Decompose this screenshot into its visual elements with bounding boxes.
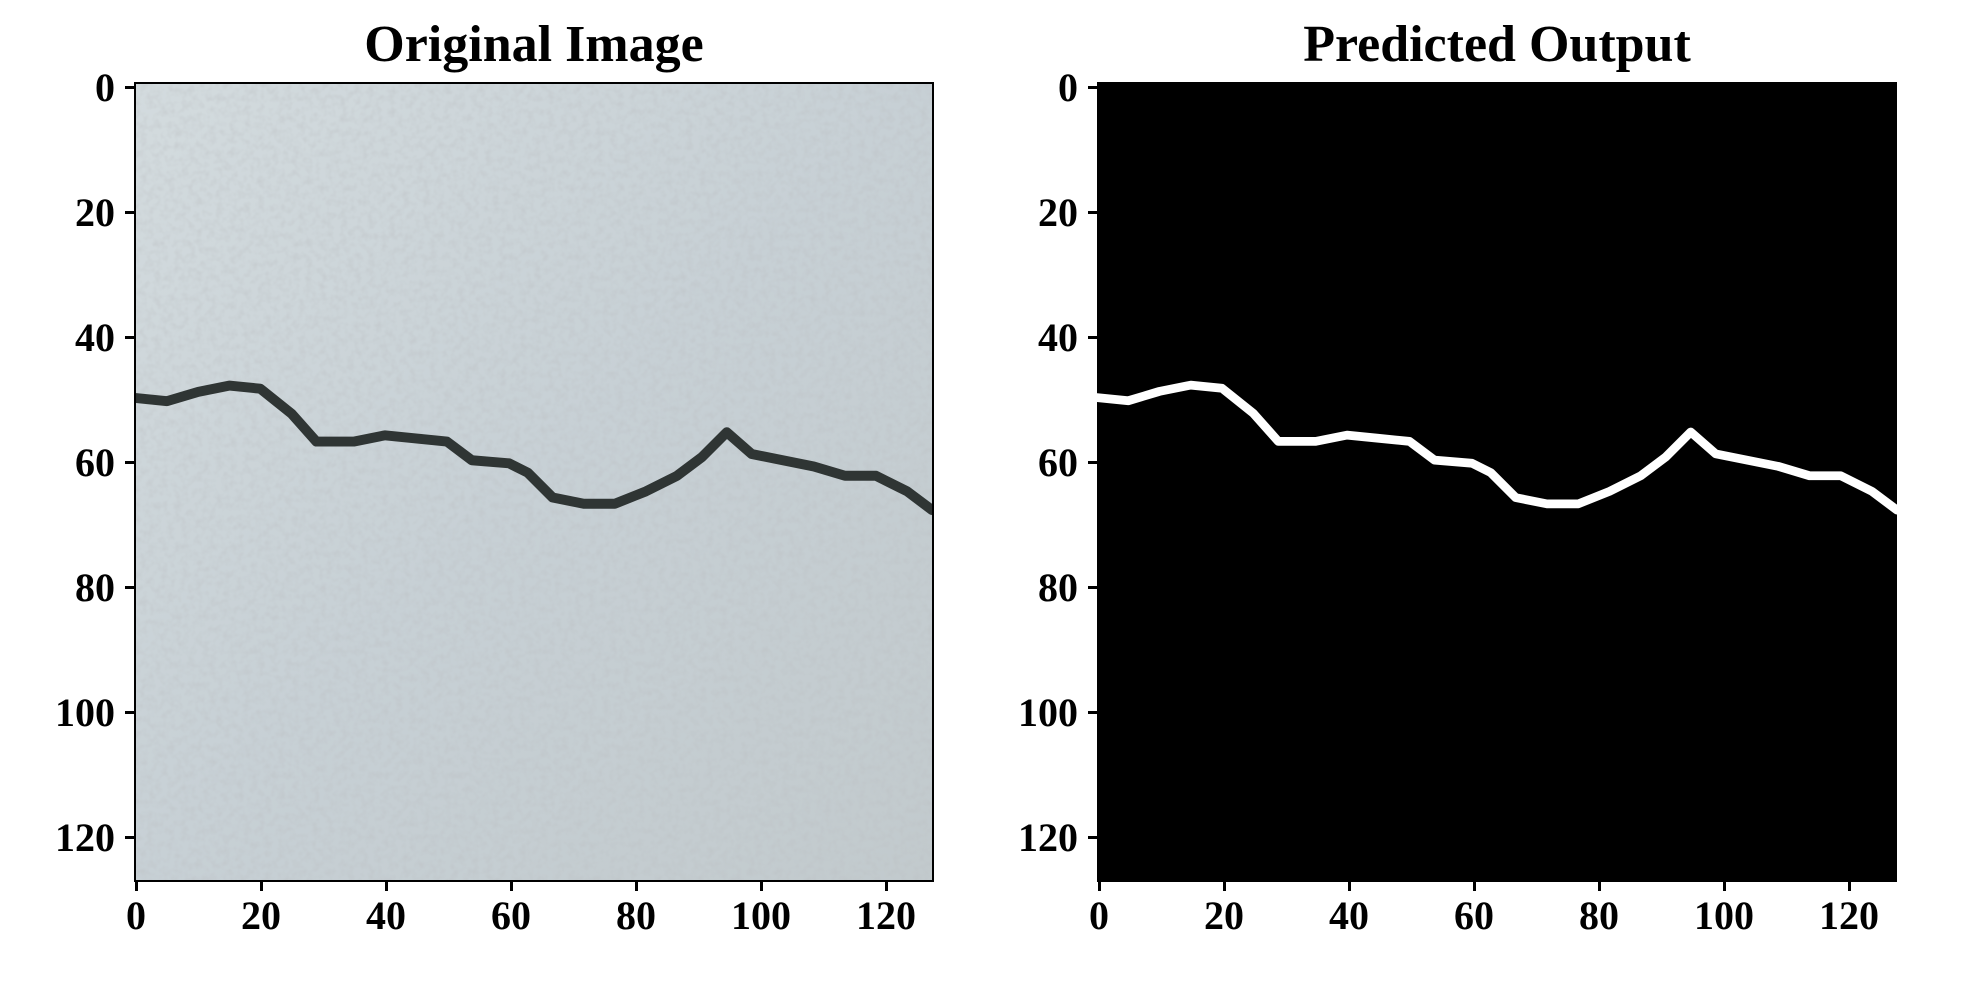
x-tick-mark xyxy=(385,882,388,891)
y-tick-mark xyxy=(125,461,134,464)
x-tick-label: 100 xyxy=(1694,893,1754,938)
x-tick-mark xyxy=(260,882,263,891)
crack-line xyxy=(136,380,932,515)
y-tick-label: 120 xyxy=(55,815,115,860)
x-tick-label: 80 xyxy=(1579,893,1619,938)
y-tick-mark xyxy=(125,711,134,714)
x-tick-label: 20 xyxy=(1204,893,1244,938)
x-tick-label: 80 xyxy=(616,893,656,938)
x-tick-label: 40 xyxy=(366,893,406,938)
y-tick-label: 20 xyxy=(75,190,115,235)
y-tick-label: 40 xyxy=(75,315,115,360)
panel-title-original: Original Image xyxy=(364,16,704,73)
y-tick-mark xyxy=(125,211,134,214)
y-tick-mark xyxy=(1088,586,1097,589)
y-tick-mark xyxy=(1088,461,1097,464)
y-tick-mark xyxy=(125,86,134,89)
y-tick-mark xyxy=(125,336,134,339)
y-tick-label: 40 xyxy=(1038,315,1078,360)
y-tick-label: 60 xyxy=(1038,440,1078,485)
x-tick-label: 20 xyxy=(241,893,281,938)
y-tick-label: 80 xyxy=(75,565,115,610)
crack-mask-line xyxy=(1097,380,1897,515)
y-tick-mark xyxy=(1088,336,1097,339)
y-tick-label: 80 xyxy=(1038,565,1078,610)
y-tick-label: 0 xyxy=(95,65,115,110)
x-tick-mark xyxy=(760,882,763,891)
y-tick-label: 60 xyxy=(75,440,115,485)
x-tick-label: 60 xyxy=(1454,893,1494,938)
y-tick-mark xyxy=(1088,211,1097,214)
x-tick-mark xyxy=(1223,882,1226,891)
y-tick-mark xyxy=(1088,711,1097,714)
x-tick-mark xyxy=(885,882,888,891)
y-tick-label: 0 xyxy=(1058,65,1078,110)
x-tick-mark xyxy=(1723,882,1726,891)
x-tick-mark xyxy=(1098,882,1101,891)
x-tick-label: 120 xyxy=(856,893,916,938)
x-tick-label: 40 xyxy=(1329,893,1369,938)
x-tick-label: 100 xyxy=(731,893,791,938)
predicted-mask xyxy=(1097,82,1897,882)
y-tick-mark xyxy=(1088,836,1097,839)
y-tick-label: 120 xyxy=(1018,815,1078,860)
panel-title-predicted: Predicted Output xyxy=(1303,16,1691,73)
x-tick-mark xyxy=(135,882,138,891)
y-tick-mark xyxy=(125,586,134,589)
original-image xyxy=(134,82,934,882)
y-tick-mark xyxy=(1088,86,1097,89)
x-tick-label: 60 xyxy=(491,893,531,938)
x-tick-label: 0 xyxy=(1089,893,1109,938)
x-tick-mark xyxy=(510,882,513,891)
y-tick-label: 20 xyxy=(1038,190,1078,235)
original-image-canvas xyxy=(136,84,932,880)
y-tick-label: 100 xyxy=(1018,690,1078,735)
predicted-mask-canvas xyxy=(1097,82,1897,882)
x-tick-mark xyxy=(635,882,638,891)
x-tick-label: 0 xyxy=(126,893,146,938)
x-tick-mark xyxy=(1598,882,1601,891)
x-tick-mark xyxy=(1848,882,1851,891)
y-tick-mark xyxy=(125,836,134,839)
y-tick-label: 100 xyxy=(55,690,115,735)
x-tick-mark xyxy=(1348,882,1351,891)
x-tick-label: 120 xyxy=(1819,893,1879,938)
x-tick-mark xyxy=(1473,882,1476,891)
